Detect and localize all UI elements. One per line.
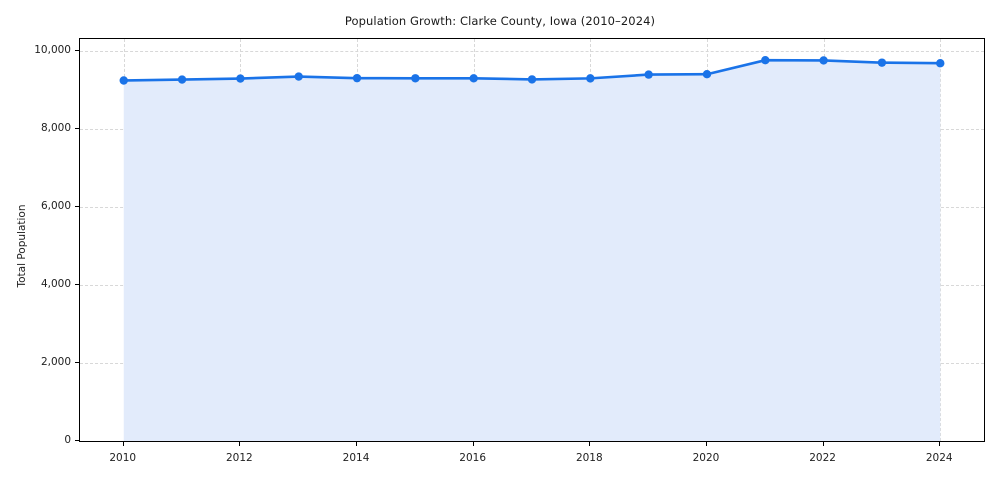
x-tick-mark xyxy=(356,442,358,446)
y-tick-label: 6,000 xyxy=(40,199,71,212)
data-point-marker[interactable]: 2024: 9679 xyxy=(936,59,945,68)
x-tick-label: 2024 xyxy=(925,452,953,464)
data-point-marker[interactable]: 2014: 9297 xyxy=(352,73,362,83)
x-tick-mark xyxy=(939,442,941,446)
y-tick-label: 8,000 xyxy=(40,121,71,134)
x-tick-mark xyxy=(705,442,707,446)
data-point-marker[interactable]: 2012: 9286 xyxy=(236,74,245,83)
data-point-marker[interactable]: 2010: 9237 xyxy=(119,76,128,85)
y-tick-label: 4,000 xyxy=(40,277,71,290)
x-tick-mark xyxy=(239,442,241,446)
x-tick-mark xyxy=(822,442,824,446)
data-point-marker[interactable]: 2018: 9291 xyxy=(586,74,595,83)
data-point-marker[interactable]: 2015: 9294 xyxy=(411,74,420,83)
x-tick-label: 2010 xyxy=(109,452,137,464)
population-area-series: 2010: 9237 2011: 9260 2012: 9286 2013: 9337… xyxy=(119,55,945,441)
x-tick-label: 2012 xyxy=(226,452,253,464)
y-tick-label: 0 xyxy=(64,434,71,446)
gridline-vertical xyxy=(940,39,942,441)
y-axis-label: Total Population xyxy=(16,204,28,288)
x-tick-mark xyxy=(472,442,474,446)
plot-area: 2010: 9237 2011: 9260 2012: 9286 2013: 9337… xyxy=(79,38,985,442)
data-point-marker[interactable]: 2020: 9398 xyxy=(702,70,712,79)
x-tick-label: 2022 xyxy=(809,452,836,464)
data-point-marker[interactable]: 2017: 9265 xyxy=(527,75,537,84)
data-point-marker[interactable]: 2023: 9694 xyxy=(877,58,887,67)
data-point-marker[interactable]: 2022: 9750 xyxy=(819,56,828,65)
data-point-marker[interactable]: 2011: 9260 xyxy=(177,75,187,84)
gridline-horizontal xyxy=(80,441,984,442)
y-tick-label: 2,000 xyxy=(40,355,71,368)
data-point-marker[interactable]: 2019: 9388 xyxy=(644,70,653,79)
gridline-horizontal xyxy=(80,50,984,52)
x-tick-label: 2018 xyxy=(575,452,603,464)
data-point-marker[interactable]: 2013: 9337 xyxy=(294,72,303,81)
y-tick-label: 10,000 xyxy=(34,43,71,56)
chart-title: Population Growth: Clarke County, Iowa (… xyxy=(344,14,656,28)
x-tick-label: 2020 xyxy=(692,452,720,464)
x-tick-label: 2016 xyxy=(459,452,487,464)
data-point-marker[interactable]: 2016: 9292 xyxy=(469,74,478,83)
data-point-marker[interactable]: 2021: 9757 xyxy=(761,55,770,65)
x-tick-mark xyxy=(122,442,124,446)
x-tick-label: 2014 xyxy=(342,452,370,464)
x-tick-mark xyxy=(589,442,591,446)
area-fill xyxy=(123,60,941,441)
